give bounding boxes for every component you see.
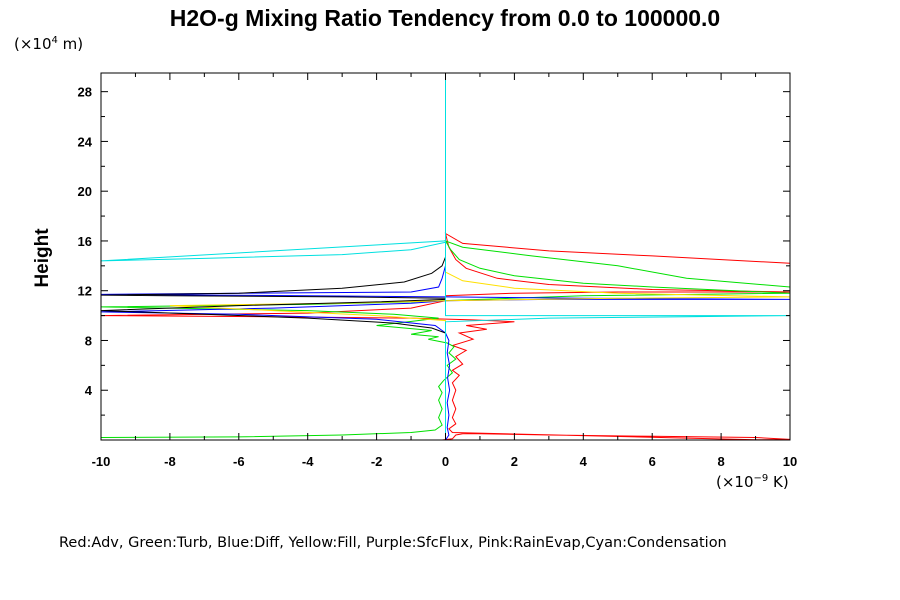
x-tick-label: -2: [371, 454, 383, 469]
x-tick-label: -8: [164, 454, 176, 469]
y-tick-label: 20: [78, 184, 92, 199]
series-line-fill: [169, 253, 790, 341]
x-tick-label: 6: [649, 454, 656, 469]
y-tick-label: 12: [78, 284, 92, 299]
x-tick-label: -4: [302, 454, 314, 469]
x-tick-label: 10: [783, 454, 797, 469]
y-tick-label: 28: [78, 85, 92, 100]
series-layer: [101, 73, 790, 440]
x-tick-label: 2: [511, 454, 518, 469]
chart-title: H2O-g Mixing Ratio Tendency from 0.0 to …: [170, 5, 720, 31]
x-tick-label: 0: [442, 454, 449, 469]
x-tick-label: -10: [92, 454, 111, 469]
y-unit-label: (×104 m): [14, 35, 83, 53]
x-unit-label: (×10−9 K): [716, 473, 789, 491]
y-tick-label: 4: [85, 383, 93, 398]
x-tick-label: 4: [580, 454, 588, 469]
legend-text: Red:Adv, Green:Turb, Blue:Diff, Yellow:F…: [59, 535, 727, 551]
x-tick-label: 8: [717, 454, 724, 469]
y-tick-label: 8: [85, 333, 92, 348]
x-tick-label: -6: [233, 454, 245, 469]
y-tick-label: 16: [78, 234, 92, 249]
y-tick-label: 24: [78, 134, 93, 149]
series-line-condensation: [101, 73, 790, 440]
y-axis-label: Height: [32, 228, 53, 288]
